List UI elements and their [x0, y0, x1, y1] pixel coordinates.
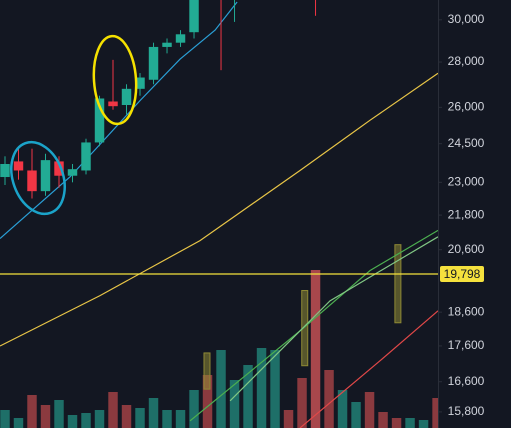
volume-bar [418, 420, 429, 428]
volume-bar [81, 413, 91, 428]
candle-body [108, 101, 118, 107]
volume-bar [175, 410, 186, 428]
volume-bar [148, 398, 159, 428]
volume-bar [13, 418, 24, 428]
moving-average [229, 236, 439, 402]
volume-bar [270, 350, 280, 428]
candle-body [0, 163, 10, 178]
highlight-bar [394, 244, 402, 324]
volume-bar [364, 392, 375, 428]
y-tick-label: 16,600 [448, 374, 485, 388]
candle-body [148, 46, 159, 80]
candle-body [27, 170, 37, 192]
y-tick-label: 21,800 [448, 207, 485, 221]
price-label: 19,798 [444, 267, 481, 281]
volume-bar [310, 270, 321, 428]
volume-bar [243, 365, 253, 428]
volume-bar [432, 398, 442, 428]
axis-labels: 30,000 28,000 26,000 24,500 23,000 21,800 20,6… [438, 12, 485, 418]
candle-body [94, 98, 105, 143]
plot-area [0, 0, 442, 428]
volume-bar [162, 410, 172, 428]
moving-average [189, 229, 439, 422]
volume-bar [283, 410, 294, 428]
volume-bar [351, 402, 361, 428]
highlight-bar [301, 290, 309, 367]
volume-bar [94, 410, 105, 428]
y-tick-label: 23,000 [448, 174, 485, 188]
y-tick-label: 30,000 [448, 12, 485, 26]
volume-bar [405, 418, 415, 428]
candle-body [175, 34, 186, 43]
volume-bar [108, 392, 118, 428]
volume-bar [256, 348, 267, 428]
volume-bar [391, 418, 402, 428]
candle-body [13, 161, 24, 171]
price-label-bg [440, 265, 484, 282]
volume-bar [121, 405, 132, 428]
volume-bar [229, 380, 240, 428]
y-tick-label: 26,000 [448, 100, 485, 114]
volume-bar [54, 400, 64, 428]
blue-annotation [10, 140, 66, 216]
volume-bar [40, 405, 51, 428]
volume-bar [216, 350, 226, 428]
yellow-annotation [92, 34, 138, 126]
moving-average [299, 310, 439, 428]
volume-bar [297, 378, 307, 428]
volume-bar [27, 395, 37, 428]
y-tick-label: 18,600 [448, 304, 485, 318]
candle-body [54, 161, 64, 176]
candle-body [135, 77, 145, 89]
candle-body [67, 169, 78, 176]
volume-bar [202, 375, 213, 428]
highlight-bar [203, 352, 211, 390]
volume-bar [0, 410, 10, 428]
price-axis [438, 0, 511, 428]
y-tick-label: 17,600 [448, 338, 485, 352]
candle-body [189, 0, 199, 33]
volume-bar [378, 412, 388, 428]
volume-bar [135, 408, 145, 428]
y-tick-label: 28,000 [448, 54, 485, 68]
volume-bar [189, 390, 199, 428]
volume-bar [337, 390, 348, 428]
candle-body [81, 142, 91, 171]
moving-average [0, 1, 238, 239]
y-tick-label: 15,800 [448, 404, 485, 418]
candle-body [121, 88, 132, 106]
moving-average [0, 72, 439, 347]
volume-bar [67, 415, 78, 428]
volume-bar [324, 370, 334, 428]
y-tick-label: 24,500 [448, 136, 485, 150]
candle-body [40, 160, 51, 192]
y-tick-label: 20,600 [448, 242, 485, 256]
candle-body [162, 42, 172, 47]
